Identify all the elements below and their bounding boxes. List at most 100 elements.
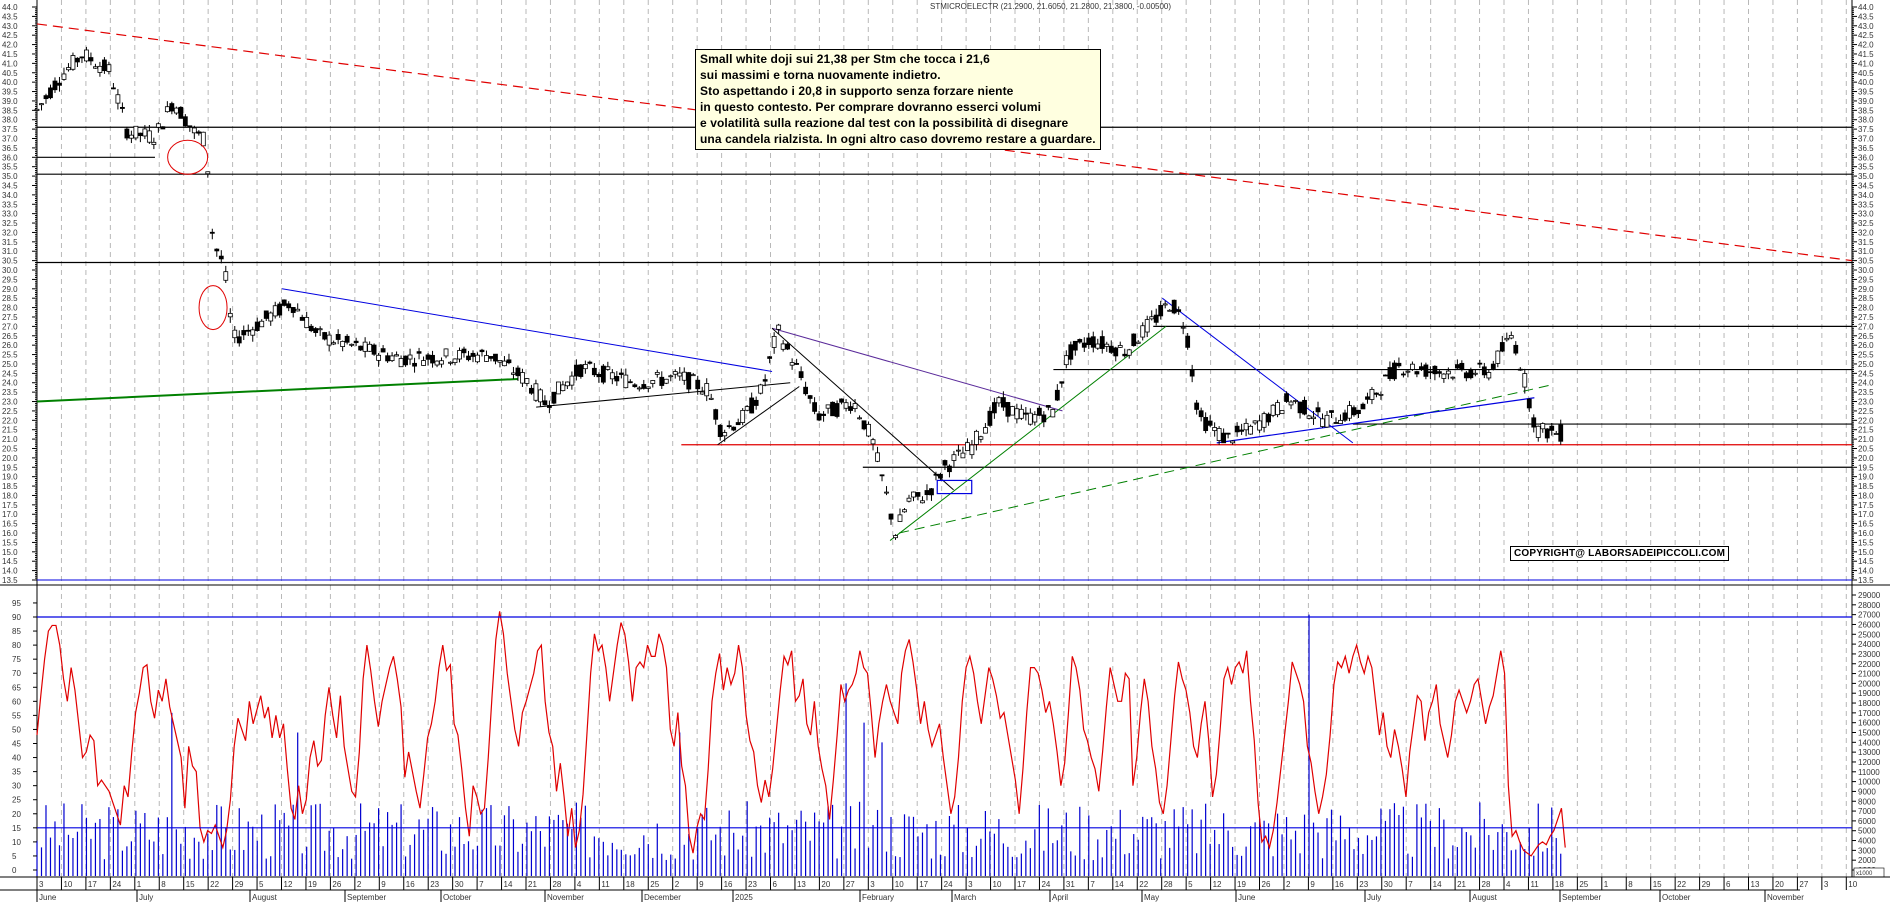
- svg-text:2: 2: [1286, 880, 1291, 889]
- svg-text:22.5: 22.5: [2, 407, 18, 416]
- svg-text:19.0: 19.0: [1858, 473, 1874, 482]
- svg-text:15.5: 15.5: [2, 538, 18, 547]
- svg-text:60: 60: [12, 697, 21, 706]
- svg-text:65: 65: [12, 683, 21, 692]
- svg-text:42.5: 42.5: [1858, 31, 1874, 40]
- svg-text:26000: 26000: [1858, 620, 1881, 629]
- svg-text:31.0: 31.0: [1858, 247, 1874, 256]
- oscillator-line: [36, 611, 1566, 857]
- svg-text:50: 50: [12, 725, 21, 734]
- svg-text:37.5: 37.5: [2, 125, 18, 134]
- svg-text:18.0: 18.0: [2, 491, 18, 500]
- svg-text:31.0: 31.0: [2, 247, 18, 256]
- svg-text:6000: 6000: [1858, 817, 1876, 826]
- svg-text:August: August: [1472, 893, 1498, 902]
- svg-text:10: 10: [63, 880, 72, 889]
- svg-text:22.5: 22.5: [1858, 407, 1874, 416]
- svg-text:29.0: 29.0: [2, 285, 18, 294]
- annotation-line: Sto aspettando i 20,8 in supporto senza …: [700, 84, 1014, 98]
- svg-text:3: 3: [870, 880, 875, 889]
- svg-text:28.0: 28.0: [1858, 304, 1874, 313]
- svg-text:5000: 5000: [1858, 827, 1876, 836]
- svg-text:30: 30: [455, 880, 464, 889]
- svg-text:22: 22: [1139, 880, 1148, 889]
- svg-text:35.0: 35.0: [2, 172, 18, 181]
- svg-text:20000: 20000: [1858, 679, 1881, 688]
- svg-text:33.5: 33.5: [1858, 200, 1874, 209]
- svg-text:21.5: 21.5: [2, 426, 18, 435]
- svg-text:43.5: 43.5: [2, 12, 18, 21]
- svg-text:21000: 21000: [1858, 670, 1881, 679]
- svg-text:July: July: [1367, 893, 1381, 902]
- svg-text:29: 29: [235, 880, 244, 889]
- svg-text:25: 25: [12, 796, 21, 805]
- svg-text:November: November: [547, 893, 584, 902]
- svg-text:8: 8: [1628, 880, 1633, 889]
- svg-text:April: April: [1052, 893, 1068, 902]
- svg-text:24: 24: [112, 880, 121, 889]
- svg-text:27.5: 27.5: [2, 313, 18, 322]
- analysis-annotation-box: Small white doji sui 21,38 per Stm che t…: [695, 49, 1101, 150]
- svg-text:26: 26: [1262, 880, 1271, 889]
- svg-text:44.0: 44.0: [1858, 3, 1874, 12]
- svg-text:14.0: 14.0: [2, 567, 18, 576]
- svg-text:9000: 9000: [1858, 787, 1876, 796]
- svg-text:5: 5: [259, 880, 264, 889]
- svg-text:10: 10: [12, 838, 21, 847]
- svg-text:29.5: 29.5: [1858, 275, 1874, 284]
- svg-text:24: 24: [944, 880, 953, 889]
- svg-text:36.5: 36.5: [2, 144, 18, 153]
- right-price-axis: 44.043.543.042.542.041.541.040.540.039.5…: [1851, 0, 1874, 877]
- svg-text:1: 1: [1604, 880, 1609, 889]
- svg-text:4: 4: [577, 880, 582, 889]
- svg-text:36.0: 36.0: [1858, 153, 1874, 162]
- volume-bars: [36, 614, 1562, 876]
- svg-text:23: 23: [1359, 880, 1368, 889]
- svg-text:43.0: 43.0: [1858, 22, 1874, 31]
- svg-text:37.5: 37.5: [1858, 125, 1874, 134]
- svg-text:27.0: 27.0: [2, 322, 18, 331]
- svg-text:0: 0: [12, 866, 17, 875]
- svg-text:33.0: 33.0: [2, 210, 18, 219]
- svg-text:September: September: [1562, 893, 1601, 902]
- svg-text:70: 70: [12, 669, 21, 678]
- svg-text:40.5: 40.5: [1858, 69, 1874, 78]
- svg-text:35.5: 35.5: [2, 163, 18, 172]
- svg-text:13: 13: [1751, 880, 1760, 889]
- svg-text:26.0: 26.0: [2, 341, 18, 350]
- svg-text:7: 7: [1090, 880, 1095, 889]
- svg-text:15: 15: [12, 824, 21, 833]
- svg-text:12: 12: [284, 880, 293, 889]
- svg-text:34.5: 34.5: [2, 181, 18, 190]
- svg-text:39.5: 39.5: [1858, 88, 1874, 97]
- svg-text:33.0: 33.0: [1858, 210, 1874, 219]
- svg-text:27: 27: [846, 880, 855, 889]
- svg-text:20.0: 20.0: [1858, 454, 1874, 463]
- svg-text:24.5: 24.5: [1858, 369, 1874, 378]
- svg-text:38.5: 38.5: [2, 106, 18, 115]
- svg-text:19000: 19000: [1858, 689, 1881, 698]
- svg-text:22.0: 22.0: [2, 416, 18, 425]
- svg-text:14.5: 14.5: [2, 557, 18, 566]
- svg-text:16000: 16000: [1858, 719, 1881, 728]
- svg-text:15: 15: [1653, 880, 1662, 889]
- svg-text:26.5: 26.5: [2, 332, 18, 341]
- svg-text:21: 21: [1457, 880, 1466, 889]
- svg-text:27.0: 27.0: [1858, 322, 1874, 331]
- svg-text:22: 22: [210, 880, 219, 889]
- svg-text:34.0: 34.0: [1858, 191, 1874, 200]
- svg-text:90: 90: [12, 613, 21, 622]
- svg-text:4000: 4000: [1858, 837, 1876, 846]
- svg-text:39.0: 39.0: [2, 97, 18, 106]
- volume-axis: 2900028000270002600025000240002300022000…: [1852, 591, 1885, 878]
- svg-text:42.0: 42.0: [2, 41, 18, 50]
- svg-text:17: 17: [919, 880, 928, 889]
- svg-text:39.5: 39.5: [2, 88, 18, 97]
- svg-text:2000: 2000: [1858, 856, 1876, 865]
- svg-text:June: June: [39, 893, 57, 902]
- svg-text:75: 75: [12, 655, 21, 664]
- svg-text:11: 11: [601, 880, 610, 889]
- svg-text:June: June: [1238, 893, 1256, 902]
- svg-text:7: 7: [479, 880, 484, 889]
